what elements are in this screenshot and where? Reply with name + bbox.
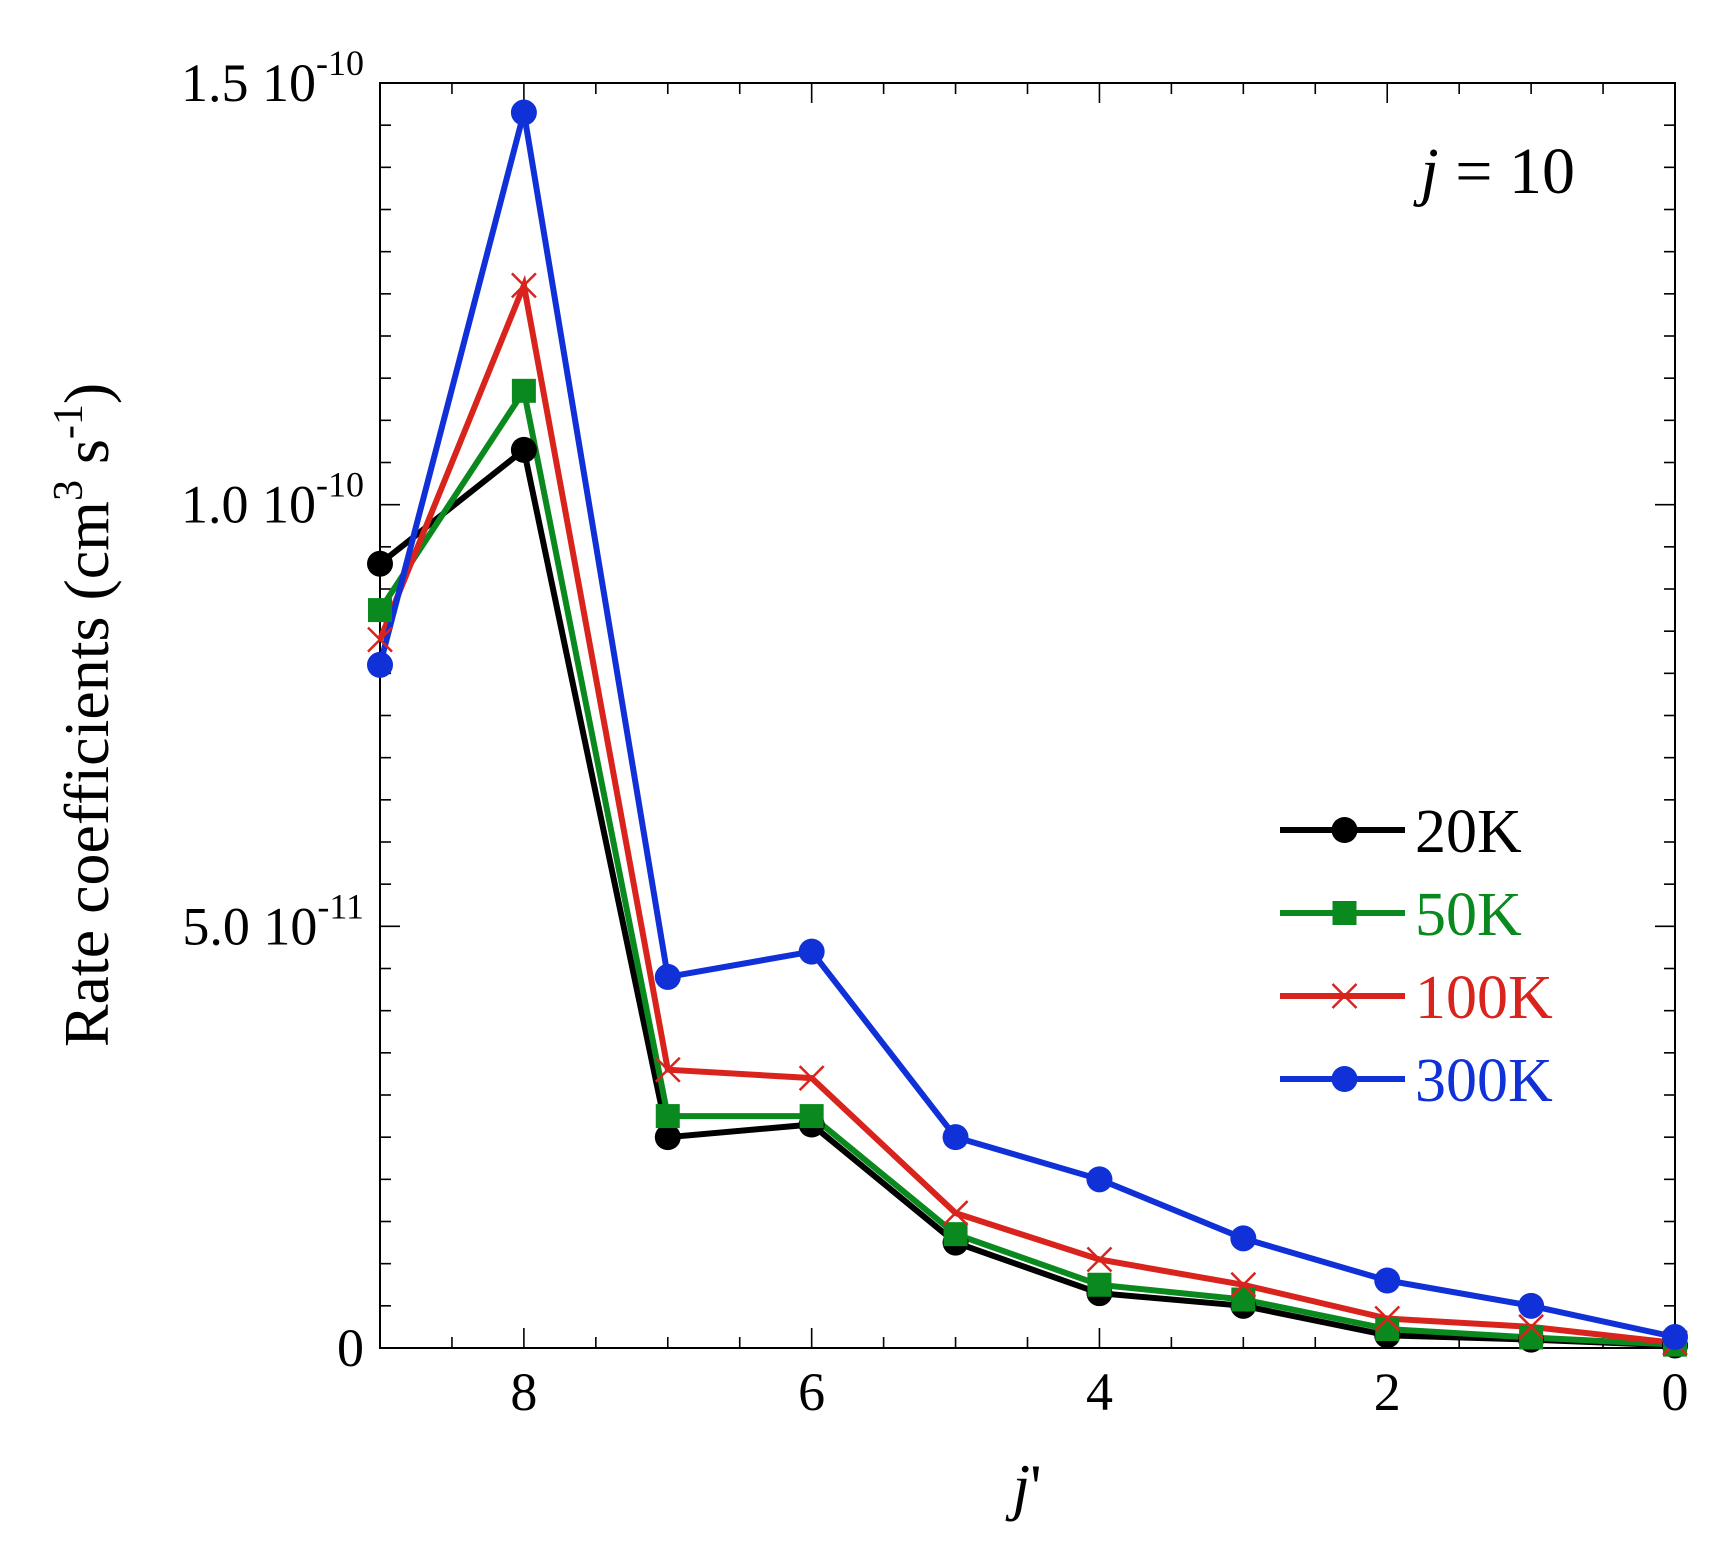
legend: 20K 50K 100K 300K bbox=[1280, 798, 1553, 1115]
data-point bbox=[1087, 1272, 1112, 1297]
data-point bbox=[799, 1104, 824, 1129]
legend-item: 50K bbox=[1280, 881, 1522, 949]
data-point bbox=[510, 436, 537, 463]
legend-label: 50K bbox=[1415, 881, 1522, 949]
data-point bbox=[654, 1124, 681, 1151]
legend-label: 100K bbox=[1415, 964, 1553, 1032]
y-tick-label: 1.0 10-10 bbox=[181, 465, 364, 535]
data-point bbox=[511, 378, 536, 403]
data-point bbox=[654, 963, 681, 990]
data-point bbox=[655, 1104, 680, 1129]
y-tick-label: 0 bbox=[337, 1318, 364, 1378]
legend-item: 20K bbox=[1280, 798, 1522, 866]
data-point bbox=[1518, 1314, 1544, 1340]
data-point bbox=[1375, 1317, 1400, 1342]
legend-item: 100K bbox=[1280, 964, 1553, 1032]
data-point bbox=[943, 1222, 968, 1247]
legend-label: 300K bbox=[1415, 1047, 1553, 1115]
data-point bbox=[1230, 1225, 1257, 1252]
x-axis-title: j' bbox=[1005, 1451, 1041, 1522]
data-point bbox=[1374, 1267, 1401, 1294]
series-line-50K bbox=[377, 383, 1676, 1348]
data-point bbox=[1374, 1305, 1401, 1332]
x-tick-label: 0 bbox=[1662, 1362, 1689, 1422]
y-tick-label: 5.0 10-11 bbox=[182, 886, 364, 956]
data-point bbox=[1331, 1066, 1358, 1092]
data-point bbox=[510, 99, 537, 126]
series-markers bbox=[367, 99, 1688, 1359]
x-tick-label: 4 bbox=[1086, 1362, 1113, 1422]
data-point bbox=[654, 1056, 681, 1083]
series-line-20K bbox=[378, 444, 1676, 1349]
x-tick-label: 6 bbox=[798, 1362, 825, 1422]
y-tick-label: 1.5 10-10 bbox=[181, 43, 364, 113]
data-point bbox=[367, 626, 393, 653]
y-tick-labels: 0 5.0 10-11 1.0 10-10 1.5 10-10 bbox=[181, 43, 364, 1378]
series-markers-300K bbox=[367, 99, 1688, 1351]
data-point bbox=[511, 272, 537, 299]
series-line-100K bbox=[377, 274, 1676, 1346]
series-line-300K bbox=[377, 111, 1676, 1340]
data-point bbox=[368, 598, 392, 623]
data-point bbox=[1518, 1292, 1545, 1319]
data-point bbox=[942, 1200, 969, 1226]
data-point bbox=[367, 651, 393, 678]
legend-label: 20K bbox=[1415, 798, 1522, 866]
data-point bbox=[1231, 1287, 1256, 1312]
legend-item: 300K bbox=[1280, 1047, 1553, 1115]
data-point bbox=[1086, 1246, 1113, 1273]
data-point bbox=[1086, 1166, 1113, 1193]
x-tick-label: 2 bbox=[1374, 1362, 1401, 1422]
y-axis-title: Rate coefficients (cm3 s-1) bbox=[46, 383, 122, 1047]
data-point bbox=[1331, 817, 1358, 843]
data-point bbox=[367, 550, 393, 577]
x-tick-labels: 8 6 4 2 0 bbox=[510, 1362, 1688, 1422]
data-point bbox=[798, 938, 825, 965]
data-point bbox=[798, 1065, 825, 1092]
data-point bbox=[1662, 1324, 1688, 1351]
data-point bbox=[942, 1124, 969, 1151]
series-lines bbox=[377, 111, 1676, 1349]
data-point bbox=[1332, 901, 1357, 925]
data-point bbox=[1519, 1325, 1544, 1350]
data-point bbox=[1331, 983, 1358, 1009]
x-tick-label: 8 bbox=[510, 1362, 537, 1422]
j-annotation: j = 10 bbox=[1412, 135, 1575, 208]
data-point bbox=[1230, 1271, 1257, 1298]
